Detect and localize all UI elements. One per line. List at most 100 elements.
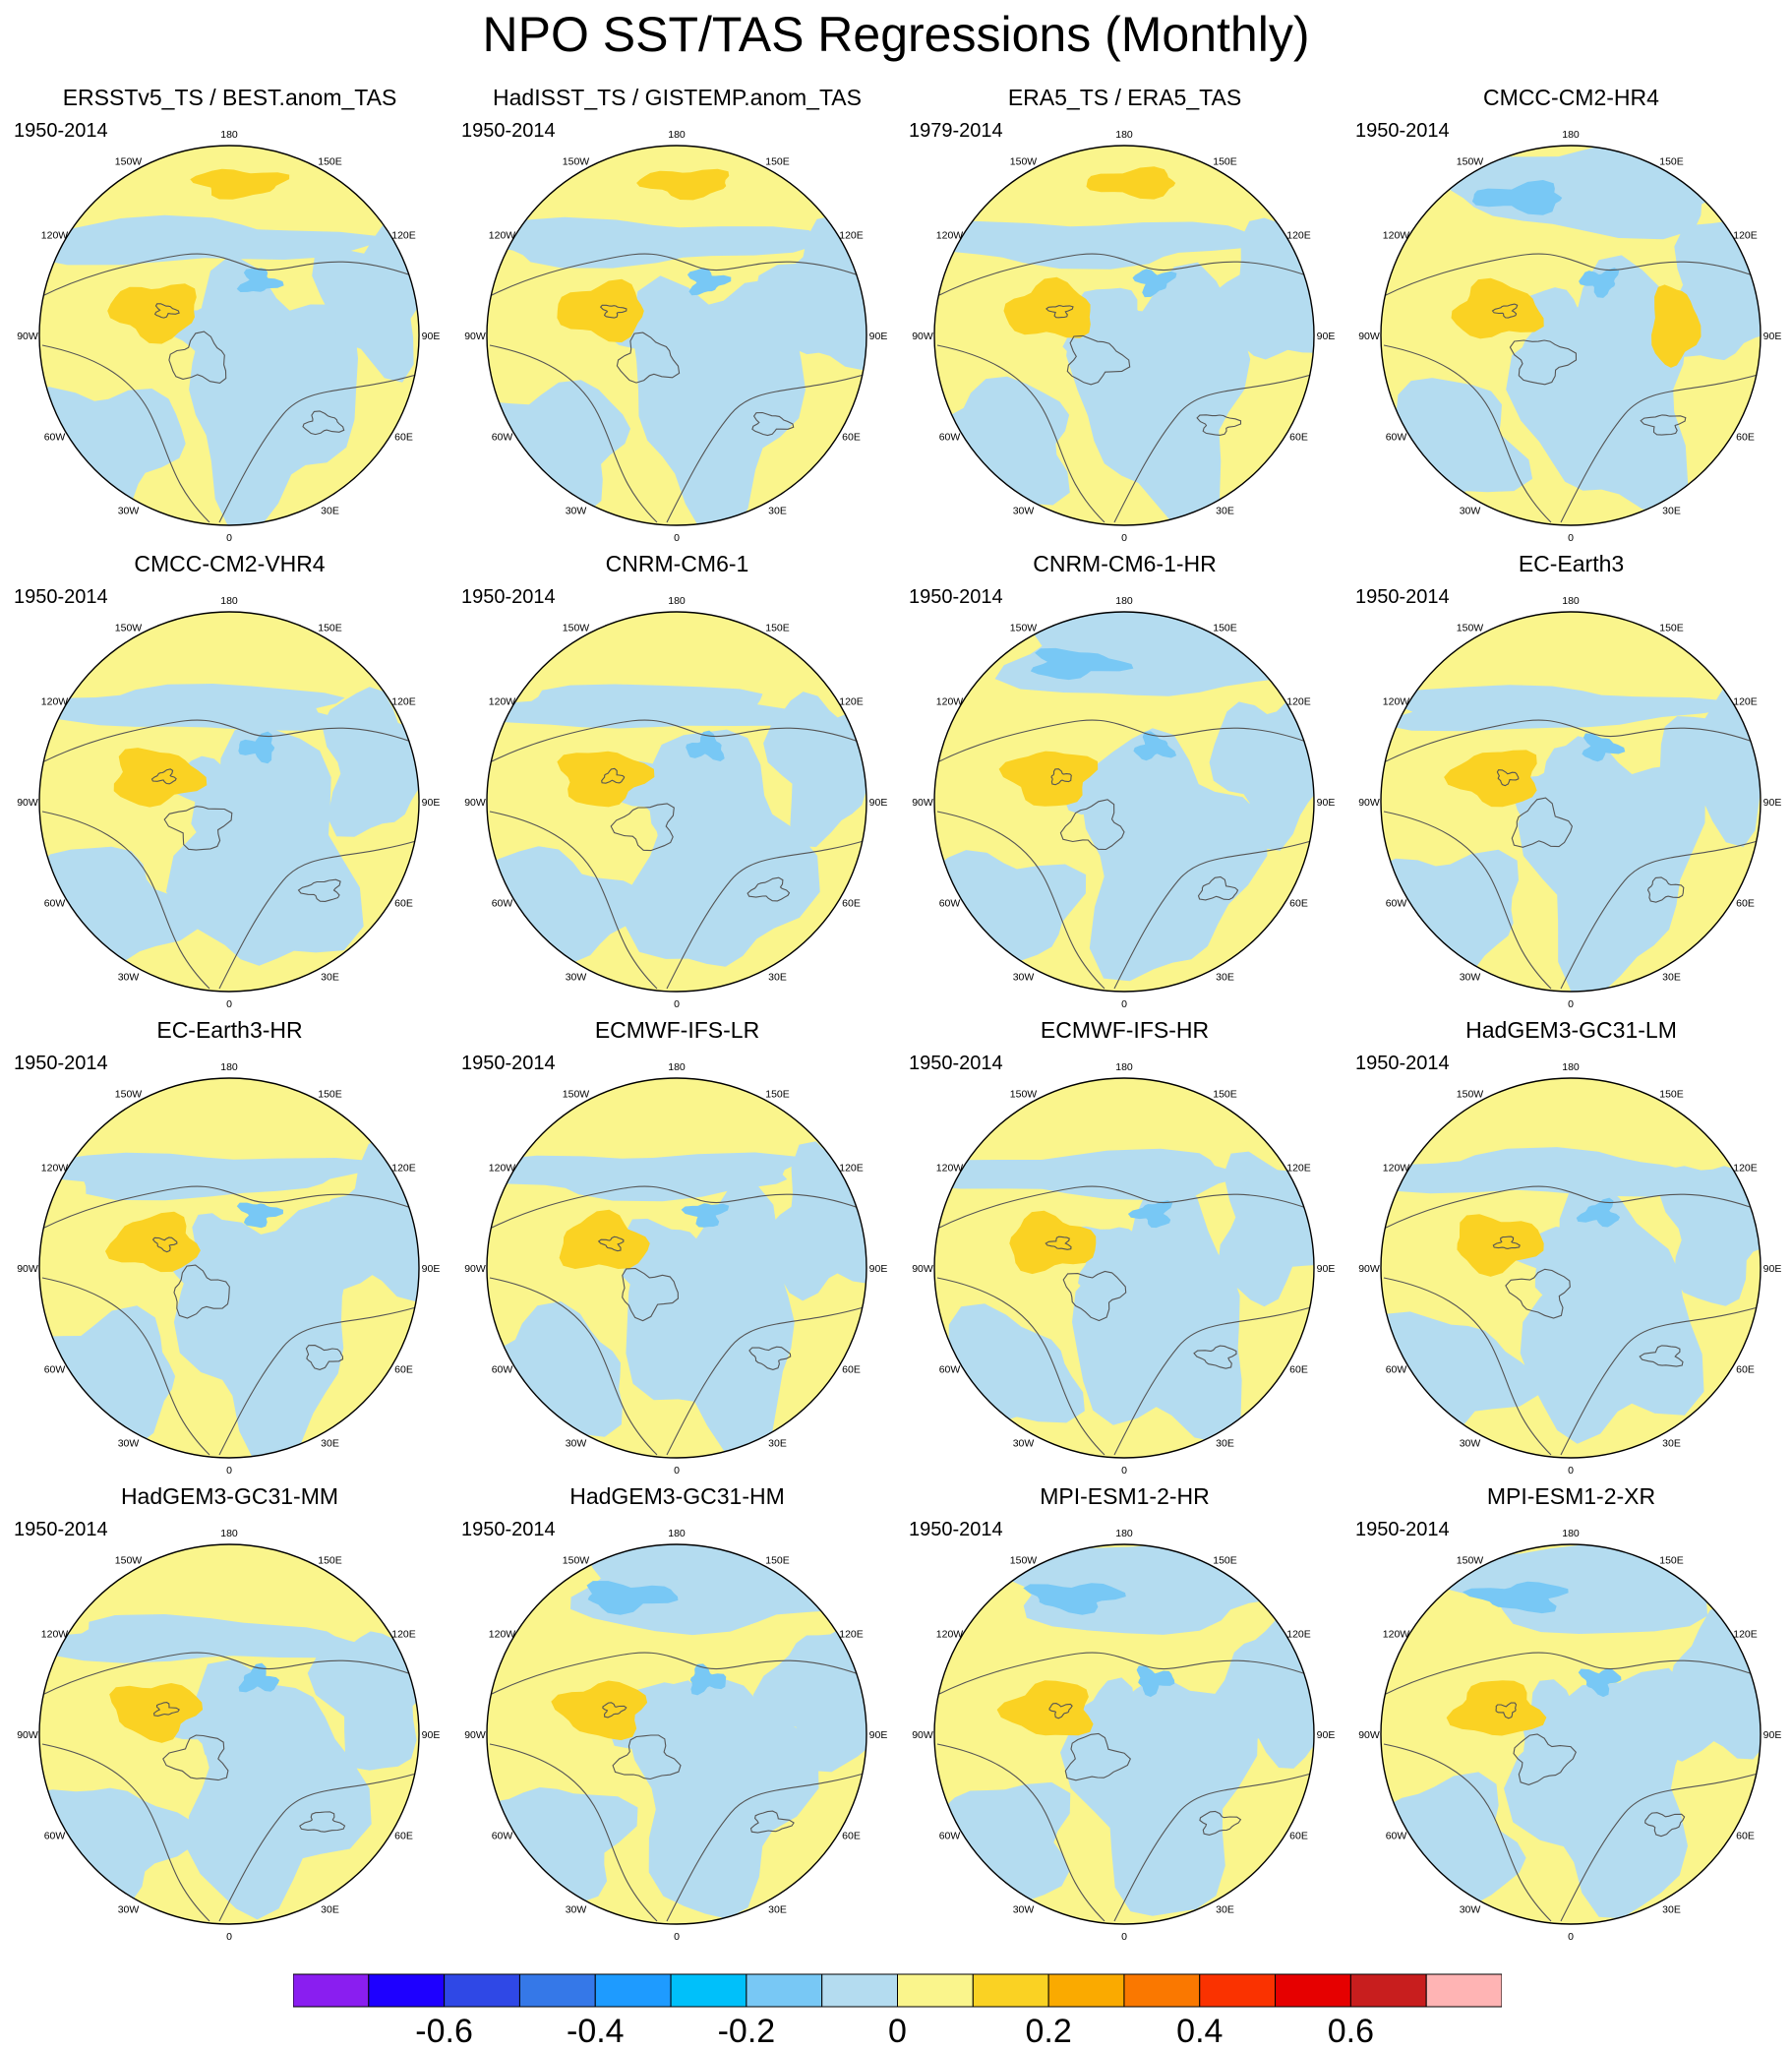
longitude-label: 150W [115, 623, 143, 634]
colorbar-swatch [368, 1973, 446, 2008]
panel-period: 1950-2014 [1355, 1053, 1450, 1074]
longitude-label: 120W [1383, 1629, 1410, 1641]
longitude-label: 90W [1358, 797, 1380, 809]
longitude-label: 90E [869, 1263, 888, 1275]
panel-title: HadGEM3-GC31-MM [120, 1483, 339, 1509]
longitude-label: 60E [1736, 1364, 1755, 1376]
longitude-label: 180 [220, 1528, 238, 1539]
map-boundary [38, 611, 420, 993]
longitude-label: 60E [394, 1364, 413, 1376]
longitude-label: 30W [1460, 972, 1481, 984]
longitude-label: 60E [842, 432, 861, 444]
longitude-label: 150W [115, 156, 143, 168]
longitude-label: 150W [1010, 156, 1038, 168]
longitude-label: 60W [1386, 1831, 1407, 1842]
panel-period: 1950-2014 [461, 1053, 556, 1074]
longitude-label: 150W [563, 1089, 590, 1101]
polar-map: 180 150E 120E 90E 60E 30E 0 30W 60W 90W 120W 150W [912, 129, 1336, 544]
longitude-label: 150W [1010, 1555, 1038, 1567]
colorbar-swatch [518, 1973, 596, 2008]
polar-map: 180 150E 120E 90E 60E 30E 0 30W 60W 90W 120W 150W [912, 1061, 1335, 1477]
colorbar-swatch [670, 1973, 747, 2008]
colorbar-tick-label: 0.2 [1025, 2013, 1072, 2050]
longitude-label: 90W [912, 797, 933, 809]
longitude-label: 30E [1216, 1438, 1234, 1450]
longitude-label: 0 [1121, 998, 1127, 1010]
colorbar-swatch [1199, 1973, 1277, 2008]
longitude-label: 90W [17, 331, 38, 342]
longitude-label: 120W [489, 1629, 516, 1641]
longitude-label: 60W [1386, 1364, 1407, 1376]
longitude-label: 120W [936, 696, 964, 708]
longitude-label: 150E [765, 156, 790, 168]
polar-map: 180 150E 120E 90E 60E 30E 0 30W 60W 90W 120W 150W [464, 129, 887, 544]
longitude-label: 120E [1733, 1163, 1758, 1175]
figure-title: NPO SST/TAS Regressions (Monthly) [482, 7, 1310, 62]
longitude-label: 30E [768, 506, 787, 517]
polar-map: 180 150E 120E 90E 60E 30E 0 30W 60W 90W 120W 150W [464, 1061, 888, 1477]
map-boundary [933, 145, 1315, 526]
longitude-label: 0 [226, 1465, 232, 1477]
panel-title: CMCC-CM2-HR4 [1483, 85, 1659, 110]
longitude-label: 90W [912, 1263, 933, 1275]
longitude-label: 60E [1736, 432, 1755, 444]
map-boundary [1380, 1077, 1762, 1459]
map-boundary [486, 1543, 867, 1925]
longitude-label: 60E [1289, 1364, 1308, 1376]
longitude-label: 90W [464, 1263, 486, 1275]
longitude-label: 60E [394, 432, 413, 444]
longitude-label: 150W [1010, 623, 1038, 634]
longitude-label: 30E [1662, 1904, 1681, 1916]
longitude-label: 120E [1286, 230, 1311, 242]
longitude-label: 90E [1763, 797, 1782, 809]
longitude-label: 150W [1457, 1555, 1484, 1567]
longitude-label: 150E [318, 623, 342, 634]
longitude-label: 90E [422, 1729, 441, 1741]
longitude-label: 30E [1216, 972, 1234, 984]
longitude-label: 90E [1317, 331, 1336, 342]
longitude-label: 30E [321, 506, 339, 517]
longitude-label: 0 [226, 998, 232, 1010]
longitude-label: 120E [391, 230, 416, 242]
longitude-label: 180 [1562, 129, 1580, 141]
longitude-label: 120E [1733, 230, 1758, 242]
map-boundary [1380, 1543, 1762, 1925]
longitude-label: 180 [668, 1061, 686, 1073]
longitude-label: 120E [391, 696, 416, 708]
longitude-label: 30E [1662, 972, 1681, 984]
longitude-label: 60E [394, 1831, 413, 1842]
longitude-label: 150E [1659, 1089, 1684, 1101]
longitude-label: 60W [492, 1831, 513, 1842]
panel-period: 1979-2014 [909, 120, 1003, 142]
longitude-label: 150W [115, 1089, 143, 1101]
longitude-label: 60W [44, 1364, 66, 1376]
longitude-label: 180 [1562, 1061, 1580, 1073]
panel-period: 1950-2014 [909, 1519, 1003, 1540]
map-panel: 180 150E 120E 90E 60E 30E 0 30W 60W 90W 120W 150W Ha… [1347, 1017, 1792, 1487]
panel-title: ERA5_TS / ERA5_TAS [1007, 85, 1242, 110]
colorbar-swatch [821, 1973, 898, 2008]
colorbar-tick-label: -0.6 [415, 2013, 473, 2050]
polar-map: 180 150E 120E 90E 60E 30E 0 30W 60W 90W 120W 150W [464, 1528, 888, 1943]
longitude-label: 0 [1121, 1931, 1127, 1943]
longitude-label: 60W [939, 1364, 961, 1376]
map-panel: 180 150E 120E 90E 60E 30E 0 30W 60W 90W 120W 150W CN… [453, 551, 901, 1021]
panel-title: EC-Earth3-HR [156, 1017, 303, 1043]
longitude-label: 60W [939, 898, 961, 910]
panel-period: 1950-2014 [14, 120, 108, 142]
longitude-label: 60E [1289, 432, 1308, 444]
longitude-label: 90W [912, 331, 933, 342]
longitude-label: 30W [566, 1438, 587, 1450]
longitude-label: 90E [869, 1729, 888, 1741]
longitude-label: 0 [674, 1931, 680, 1943]
longitude-label: 120E [839, 696, 864, 708]
longitude-label: 30W [1013, 1438, 1035, 1450]
longitude-label: 90W [464, 797, 486, 809]
longitude-label: 120W [41, 696, 69, 708]
map-panel: 180 150E 120E 90E 60E 30E 0 30W 60W 90W 120W 150W CN… [901, 551, 1348, 1021]
longitude-label: 60W [492, 432, 513, 444]
panel-period: 1950-2014 [1355, 586, 1450, 608]
longitude-label: 30W [118, 972, 140, 984]
polar-map: 180 150E 120E 90E 60E 30E 0 30W 60W 90W 120W 150W [912, 595, 1335, 1010]
panel-period: 1950-2014 [909, 586, 1003, 608]
